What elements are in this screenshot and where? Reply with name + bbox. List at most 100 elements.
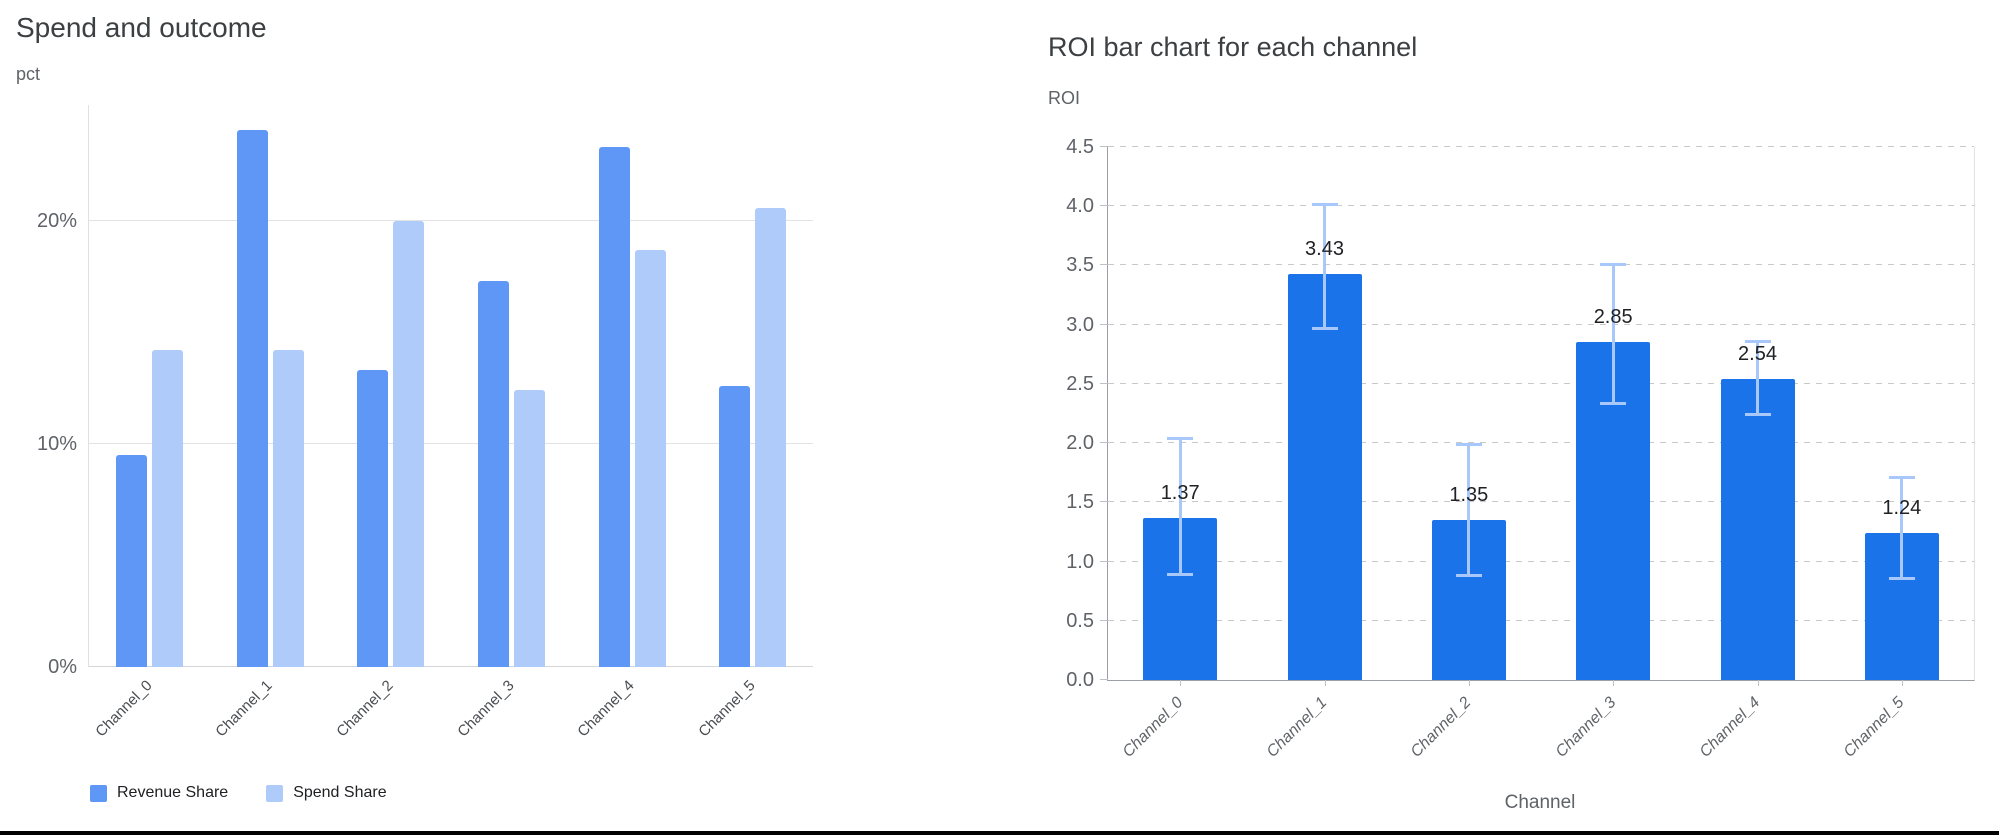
legend-item: Spend Share xyxy=(266,784,387,802)
error-bar-cap xyxy=(1744,412,1771,416)
bar-spend-share xyxy=(272,350,304,667)
chart-title: ROI bar chart for each channel xyxy=(1048,32,1418,62)
x-tick xyxy=(1757,680,1759,686)
y-tick-label: 2.0 xyxy=(1066,432,1094,455)
y-tick-label: 4.0 xyxy=(1066,195,1094,218)
error-bar-cap xyxy=(1455,443,1482,447)
legend-swatch xyxy=(90,784,107,802)
error-bar-cap xyxy=(1167,437,1194,441)
bar-revenue-share xyxy=(236,129,268,667)
y-tick xyxy=(1100,619,1108,621)
bar-revenue-share xyxy=(357,370,389,667)
bar-value-label: 2.54 xyxy=(1738,343,1777,366)
error-bar-cap xyxy=(1600,263,1627,267)
error-bar-cap xyxy=(1888,577,1915,581)
y-tick xyxy=(1100,679,1108,680)
error-bar xyxy=(1756,341,1759,415)
bar-value-label: 2.85 xyxy=(1593,306,1633,329)
legend-swatch xyxy=(266,784,284,802)
legend-item: Revenue Share xyxy=(90,784,228,802)
gridline xyxy=(1108,146,1974,147)
legend-label: Spend Share xyxy=(293,784,387,801)
x-tick-label: Channel_3 xyxy=(1552,694,1620,761)
x-tick xyxy=(1613,680,1615,686)
error-bar xyxy=(1611,264,1615,404)
x-axis-title: Channel xyxy=(1504,792,1576,813)
x-tick xyxy=(1324,680,1326,686)
error-bar-cap xyxy=(1455,573,1482,577)
bar-spend-share xyxy=(513,390,545,667)
gridline xyxy=(1108,323,1974,325)
error-bar xyxy=(1467,444,1471,576)
bar-revenue-share xyxy=(477,281,509,667)
x-tick-label: Channel_2 xyxy=(1408,694,1475,761)
y-tick-label: 1.0 xyxy=(1066,550,1094,573)
gridline xyxy=(1108,264,1974,266)
error-bar-cap xyxy=(1600,402,1627,406)
bar-revenue-share xyxy=(719,386,751,667)
legend-label: Revenue Share xyxy=(117,784,229,801)
bar-spend-share xyxy=(755,207,787,667)
bar-spend-share xyxy=(393,220,425,667)
y-tick-label: 0% xyxy=(48,656,77,678)
y-tick-label: 0.5 xyxy=(1066,609,1094,632)
x-tick-label: Channel_0 xyxy=(1119,694,1187,761)
x-tick xyxy=(1901,680,1903,686)
y-tick-label: 2.5 xyxy=(1066,372,1094,395)
bar-value-label: 1.37 xyxy=(1160,481,1200,504)
error-bar-cap xyxy=(1744,340,1771,344)
bottom-rule xyxy=(0,831,1999,835)
gridline xyxy=(1108,619,1974,621)
x-tick-label: Channel_5 xyxy=(695,677,759,741)
bar-value-label: 3.43 xyxy=(1305,237,1344,260)
x-tick-label: Channel_4 xyxy=(1696,694,1764,761)
bar-spend-share xyxy=(634,249,666,667)
x-tick-label: Channel_4 xyxy=(574,677,639,741)
roi-bar xyxy=(1720,379,1795,680)
gridline xyxy=(1108,560,1974,562)
gridline xyxy=(89,442,813,444)
x-tick xyxy=(1468,680,1470,686)
gridline xyxy=(1108,442,1974,444)
y-tick xyxy=(1100,501,1108,503)
gridline xyxy=(1108,501,1974,503)
gridline xyxy=(1108,382,1974,384)
chart-title: Spend and outcome xyxy=(16,12,267,43)
bar-revenue-share xyxy=(115,455,147,667)
y-tick xyxy=(1100,323,1108,325)
error-bar-cap xyxy=(1311,327,1338,331)
error-bar xyxy=(1900,477,1904,580)
bar-value-label: 1.24 xyxy=(1882,497,1922,520)
legend: Revenue Share Spend Share xyxy=(90,784,387,802)
y-tick-label: 0.0 xyxy=(1066,669,1094,691)
y-tick xyxy=(1100,560,1108,562)
x-tick-label: Channel_1 xyxy=(1263,694,1331,761)
x-tick-label: Channel_0 xyxy=(92,677,156,741)
bar-revenue-share xyxy=(598,147,630,667)
y-tick xyxy=(1100,382,1108,384)
error-bar-cap xyxy=(1311,202,1338,206)
plot-area: 0.0 0.5 1.0 1.5 2.0 2.5 3.0 3.5 4.0 4.5 1.37 Channe… xyxy=(1066,136,1975,761)
y-axis-unit-label: ROI xyxy=(1048,88,1081,108)
roi-bar xyxy=(1287,273,1362,680)
y-tick-label: 4.5 xyxy=(1066,136,1094,158)
y-tick-label: 1.5 xyxy=(1066,491,1094,514)
error-bar xyxy=(1178,438,1182,575)
bar-value-label: 1.35 xyxy=(1449,484,1489,507)
error-bar xyxy=(1323,203,1326,330)
y-tick-label: 3.5 xyxy=(1066,254,1094,277)
y-tick xyxy=(1100,442,1108,444)
y-tick-label: 20% xyxy=(36,209,77,232)
y-tick xyxy=(1100,264,1108,266)
gridline xyxy=(1108,205,1974,207)
error-bar-cap xyxy=(1888,476,1915,480)
plot-area: 0% 10% 20% Channel_0 Channel_1 Channel_2 Chann… xyxy=(37,105,813,740)
y-tick-label: 3.0 xyxy=(1066,313,1094,336)
gridline xyxy=(89,666,813,667)
x-tick xyxy=(1180,680,1182,686)
x-tick-label: Channel_5 xyxy=(1841,694,1908,761)
bar-spend-share xyxy=(151,350,183,667)
gridline xyxy=(89,219,813,221)
x-tick-label: Channel_1 xyxy=(212,677,277,741)
